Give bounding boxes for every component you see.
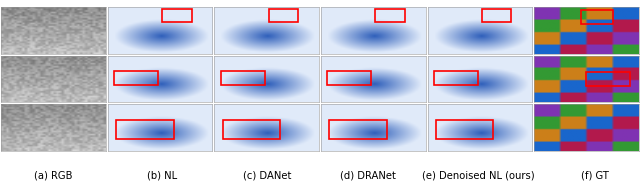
Bar — [269, 9, 298, 22]
Text: (e) Denoised NL (ours): (e) Denoised NL (ours) — [422, 171, 535, 181]
Text: (c) DANet: (c) DANet — [243, 171, 292, 181]
Text: (a) RGB: (a) RGB — [34, 171, 72, 181]
Bar — [114, 71, 158, 85]
Bar — [221, 71, 264, 85]
Bar — [116, 119, 174, 139]
Bar — [163, 9, 191, 22]
Bar — [586, 72, 630, 86]
Text: (d) DRANet: (d) DRANet — [340, 171, 396, 181]
Bar — [330, 119, 387, 139]
Bar — [581, 10, 612, 24]
Bar — [327, 71, 371, 85]
Bar — [434, 71, 477, 85]
Text: (b) NL: (b) NL — [147, 171, 177, 181]
Bar — [376, 9, 404, 22]
Bar — [482, 9, 511, 22]
Bar — [436, 119, 493, 139]
Text: (f) GT: (f) GT — [581, 171, 609, 181]
Bar — [223, 119, 280, 139]
